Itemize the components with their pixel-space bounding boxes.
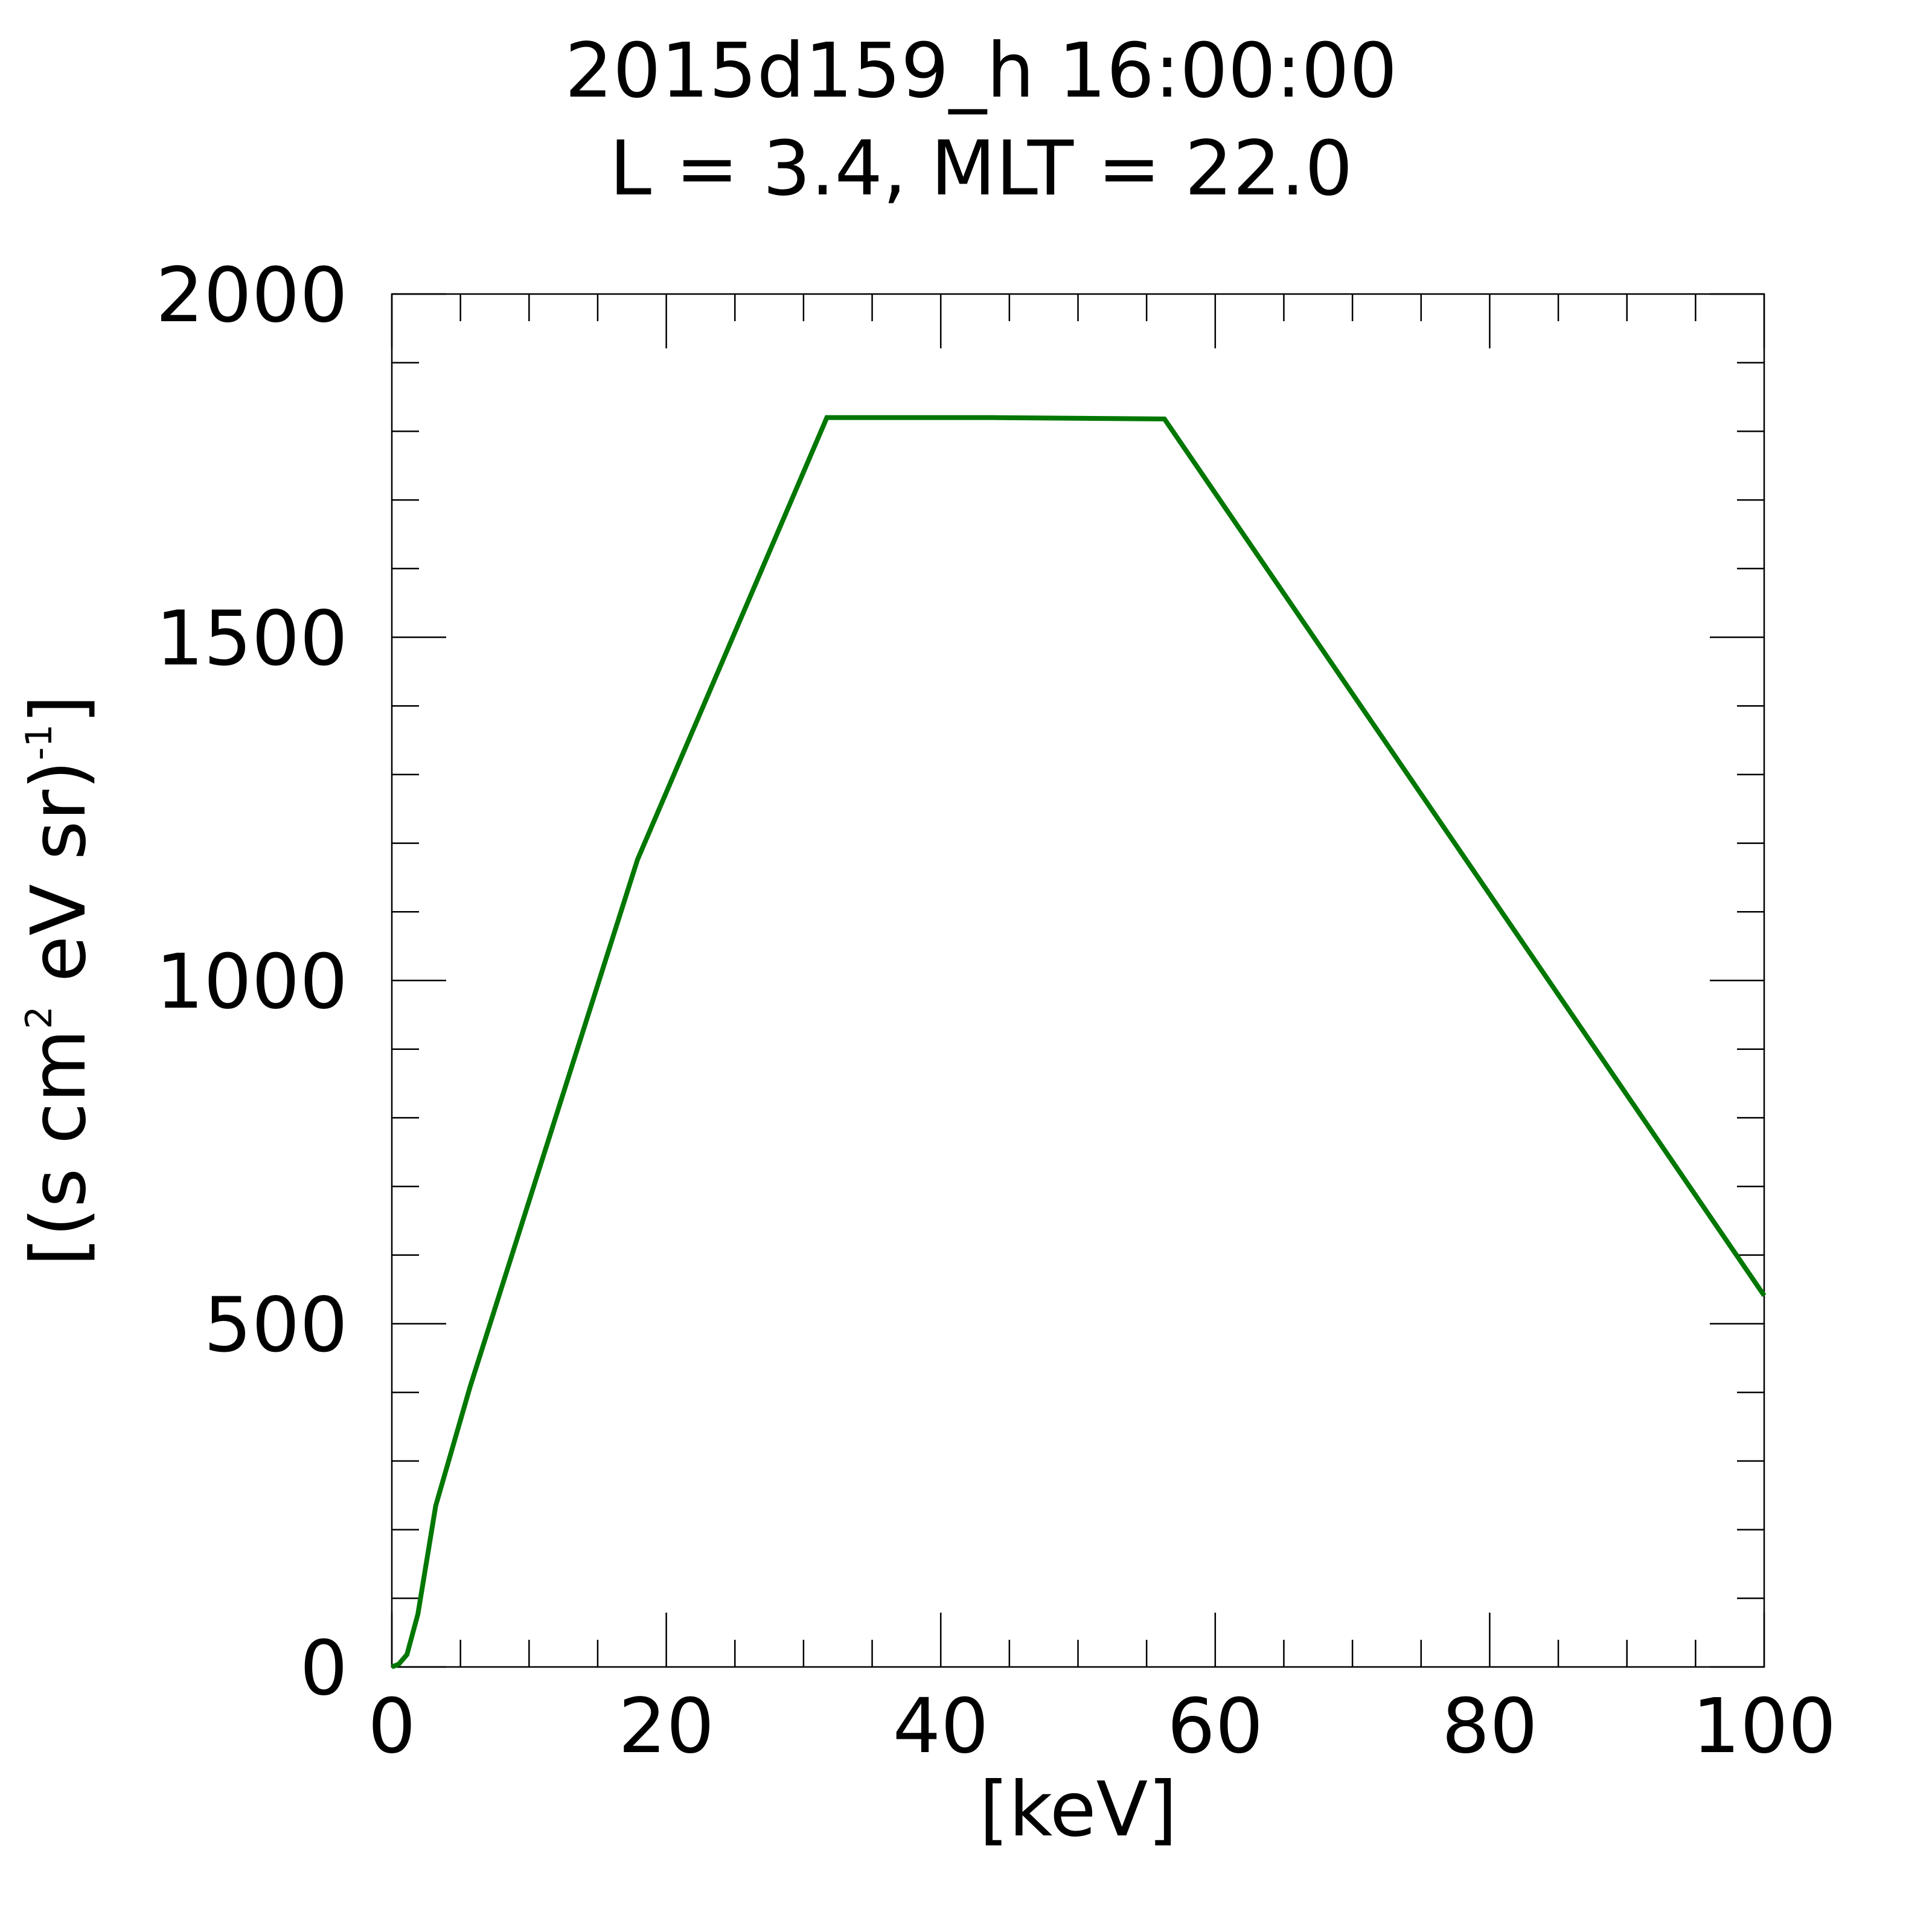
chart-title: 2015d159_h 16:00:00: [565, 27, 1398, 115]
x-tick-label: 40: [893, 1683, 989, 1770]
y-label-sup: 2: [18, 1006, 60, 1029]
x-axis-label: [keV]: [979, 1766, 1177, 1854]
y-tick-label: 2000: [156, 252, 348, 339]
x-tick-label: 80: [1442, 1683, 1538, 1770]
y-axis-label: [(s cm2 eV sr)-1]: [15, 695, 103, 1267]
x-tick-label: 0: [368, 1683, 416, 1770]
y-label-part: eV sr): [15, 760, 103, 1006]
y-tick-label: 1000: [156, 938, 348, 1026]
y-tick-label: 500: [203, 1282, 348, 1369]
y-tick-label: 1500: [156, 595, 348, 683]
data-line: [391, 415, 1767, 1669]
x-tick-label: 60: [1167, 1683, 1263, 1770]
y-label-sup: -1: [18, 724, 60, 760]
y-label-part: ]: [15, 695, 103, 724]
y-label-part: [(s cm: [15, 1029, 103, 1267]
x-tick-label: 100: [1692, 1683, 1837, 1770]
x-tick-label: 20: [618, 1683, 714, 1770]
chart-subtitle: L = 3.4, MLT = 22.0: [609, 125, 1352, 213]
y-tick-label: 0: [299, 1625, 348, 1712]
